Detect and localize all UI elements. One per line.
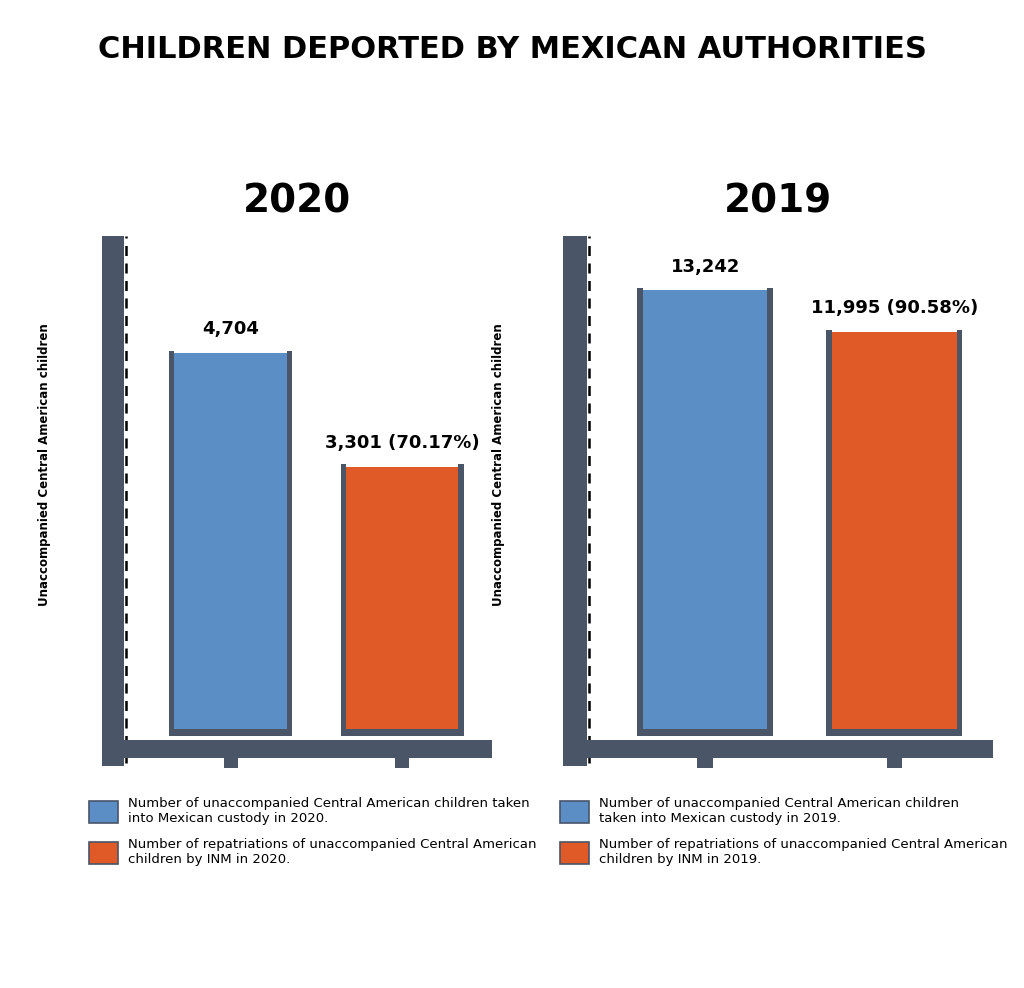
Bar (102, 236, 124, 766)
Bar (697, 756, 713, 769)
Text: Unaccompanied Central American children: Unaccompanied Central American children (493, 323, 505, 606)
Text: 3,301 (70.17%): 3,301 (70.17%) (325, 434, 479, 453)
Text: 11,995 (90.58%): 11,995 (90.58%) (811, 299, 978, 317)
Bar (563, 236, 587, 766)
Bar (102, 740, 492, 759)
Bar (174, 353, 287, 729)
Bar (887, 756, 902, 769)
Bar (341, 464, 464, 736)
Bar (169, 351, 292, 736)
Bar (831, 328, 956, 729)
Bar (643, 287, 768, 729)
Bar (637, 288, 773, 736)
Bar (831, 332, 956, 729)
Bar (563, 740, 993, 759)
Bar (346, 462, 459, 729)
Text: 2019: 2019 (724, 183, 833, 220)
Legend: Number of unaccompanied Central American children taken
into Mexican custody in : Number of unaccompanied Central American… (88, 797, 537, 866)
Text: 2020: 2020 (243, 183, 351, 220)
Bar (826, 330, 963, 736)
Bar (224, 756, 238, 769)
Text: 4,704: 4,704 (203, 320, 259, 339)
Bar (643, 290, 768, 729)
Text: CHILDREN DEPORTED BY MEXICAN AUTHORITIES: CHILDREN DEPORTED BY MEXICAN AUTHORITIES (97, 35, 927, 63)
Bar (395, 756, 409, 769)
Text: 13,242: 13,242 (671, 258, 739, 276)
Bar (346, 466, 459, 729)
Legend: Number of unaccompanied Central American children
taken into Mexican custody in : Number of unaccompanied Central American… (559, 797, 1008, 866)
Bar (174, 349, 287, 729)
Text: Unaccompanied Central American children: Unaccompanied Central American children (38, 323, 50, 606)
